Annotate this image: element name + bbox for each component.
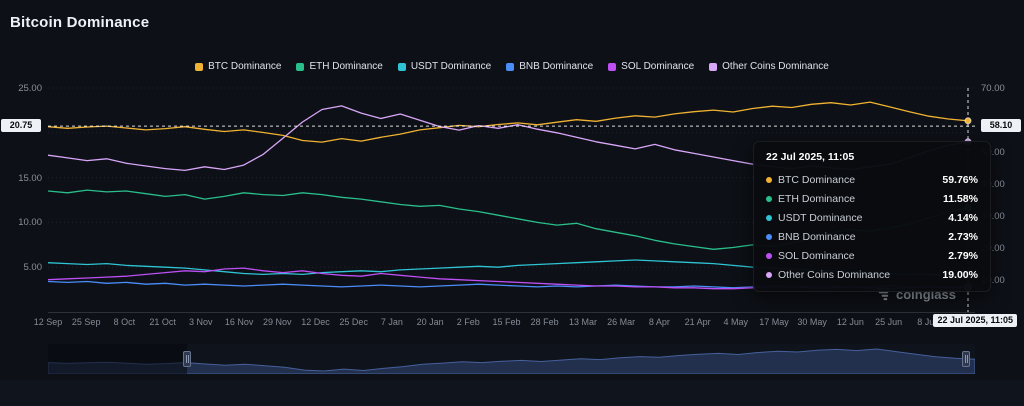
tooltip-row: SOL Dominance 2.79% bbox=[766, 246, 978, 265]
legend-swatch-btc bbox=[195, 63, 203, 71]
legend-label-sol: SOL Dominance bbox=[621, 61, 694, 72]
legend-item-eth[interactable]: ETH Dominance bbox=[296, 61, 382, 72]
legend-swatch-other bbox=[709, 63, 717, 71]
tooltip-row: Other Coins Dominance 19.00% bbox=[766, 265, 978, 284]
tooltip-row: BNB Dominance 2.73% bbox=[766, 227, 978, 246]
x-axis-line bbox=[48, 312, 975, 313]
tooltip-series-value: 2.73% bbox=[948, 231, 978, 243]
tooltip-title: 22 Jul 2025, 11:05 bbox=[766, 151, 978, 163]
legend-label-bnb: BNB Dominance bbox=[519, 61, 593, 72]
left-axis-tick: 25.00 bbox=[2, 84, 42, 94]
tooltip-series-name: BNB Dominance bbox=[778, 231, 942, 243]
legend-swatch-usdt bbox=[398, 63, 406, 71]
legend-swatch-eth bbox=[296, 63, 304, 71]
crosshair-left-value-badge: 20.75 bbox=[1, 119, 41, 132]
left-axis-tick: 10.00 bbox=[2, 218, 42, 228]
chart-legend: BTC Dominance ETH Dominance USDT Dominance… bbox=[0, 61, 1024, 72]
tooltip-series-dot bbox=[766, 215, 772, 221]
crosshair-right-value-badge: 58.10 bbox=[981, 119, 1021, 132]
navigator-right-handle[interactable] bbox=[962, 351, 970, 367]
series-line-btc bbox=[48, 102, 968, 142]
tooltip-series-name: Other Coins Dominance bbox=[778, 269, 936, 281]
tooltip-series-value: 11.58% bbox=[943, 193, 978, 205]
tooltip-series-value: 19.00% bbox=[942, 269, 978, 281]
range-navigator[interactable] bbox=[48, 344, 975, 374]
tooltip-rows: BTC Dominance59.76%ETH Dominance11.58%US… bbox=[766, 170, 978, 284]
tooltip-series-dot bbox=[766, 234, 772, 240]
navigator-unselected-region bbox=[48, 344, 187, 374]
legend-label-usdt: USDT Dominance bbox=[411, 61, 491, 72]
legend-swatch-bnb bbox=[506, 63, 514, 71]
tooltip-row: BTC Dominance 59.76% bbox=[766, 170, 978, 189]
footer-strip bbox=[0, 380, 1024, 406]
bitcoin-dominance-page: Bitcoin Dominance BTC Dominance ETH Domin… bbox=[0, 0, 1024, 406]
tooltip-series-value: 2.79% bbox=[948, 250, 978, 262]
series-end-dot-btc bbox=[965, 118, 971, 124]
legend-item-bnb[interactable]: BNB Dominance bbox=[506, 61, 593, 72]
tooltip-series-name: USDT Dominance bbox=[778, 212, 942, 224]
legend-item-sol[interactable]: SOL Dominance bbox=[608, 61, 694, 72]
tooltip-series-dot bbox=[766, 177, 772, 183]
page-title: Bitcoin Dominance bbox=[10, 14, 149, 31]
left-axis-tick: 5.00 bbox=[2, 263, 42, 273]
legend-item-btc[interactable]: BTC Dominance bbox=[195, 61, 281, 72]
tooltip-series-value: 4.14% bbox=[948, 212, 978, 224]
left-axis-tick: 15.00 bbox=[2, 174, 42, 184]
tooltip-row: ETH Dominance 11.58% bbox=[766, 189, 978, 208]
tooltip-series-dot bbox=[766, 196, 772, 202]
crosshair-date-badge: 22 Jul 2025, 11:05 bbox=[933, 314, 1017, 327]
legend-item-usdt[interactable]: USDT Dominance bbox=[398, 61, 491, 72]
legend-label-btc: BTC Dominance bbox=[208, 61, 281, 72]
legend-label-eth: ETH Dominance bbox=[309, 61, 382, 72]
tooltip-series-name: SOL Dominance bbox=[778, 250, 942, 262]
tooltip-row: USDT Dominance 4.14% bbox=[766, 208, 978, 227]
legend-swatch-sol bbox=[608, 63, 616, 71]
navigator-left-handle[interactable] bbox=[183, 351, 191, 367]
legend-label-other: Other Coins Dominance bbox=[722, 61, 829, 72]
tooltip-series-dot bbox=[766, 272, 772, 278]
tooltip-series-name: ETH Dominance bbox=[778, 193, 937, 205]
tooltip-series-value: 59.76% bbox=[942, 174, 978, 186]
legend-item-other[interactable]: Other Coins Dominance bbox=[709, 61, 829, 72]
tooltip-series-name: BTC Dominance bbox=[778, 174, 936, 186]
chart-tooltip: 22 Jul 2025, 11:05 BTC Dominance 59.76% ET… bbox=[753, 141, 991, 292]
tooltip-series-dot bbox=[766, 253, 772, 259]
right-axis-tick: 70.00 bbox=[981, 84, 1023, 94]
